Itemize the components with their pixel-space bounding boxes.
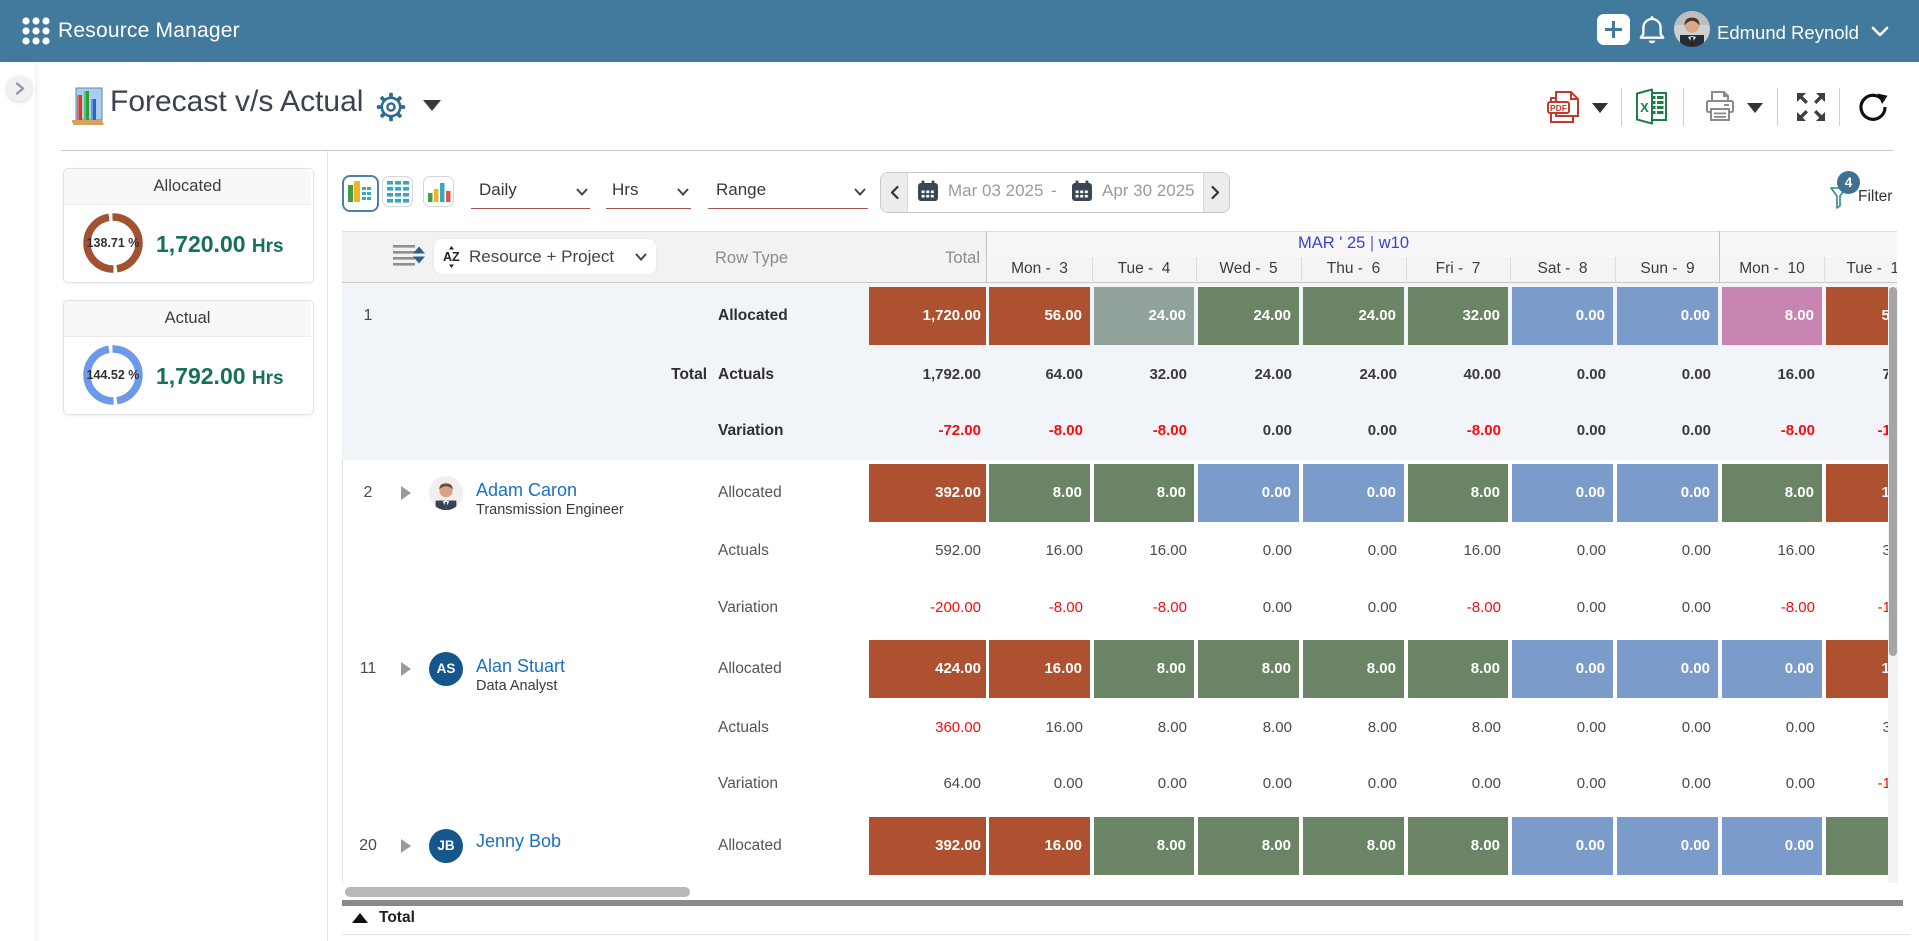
- svg-text:PDF: PDF: [1550, 103, 1567, 113]
- svg-text:AZ: AZ: [443, 250, 460, 264]
- svg-text:X: X: [1640, 100, 1649, 115]
